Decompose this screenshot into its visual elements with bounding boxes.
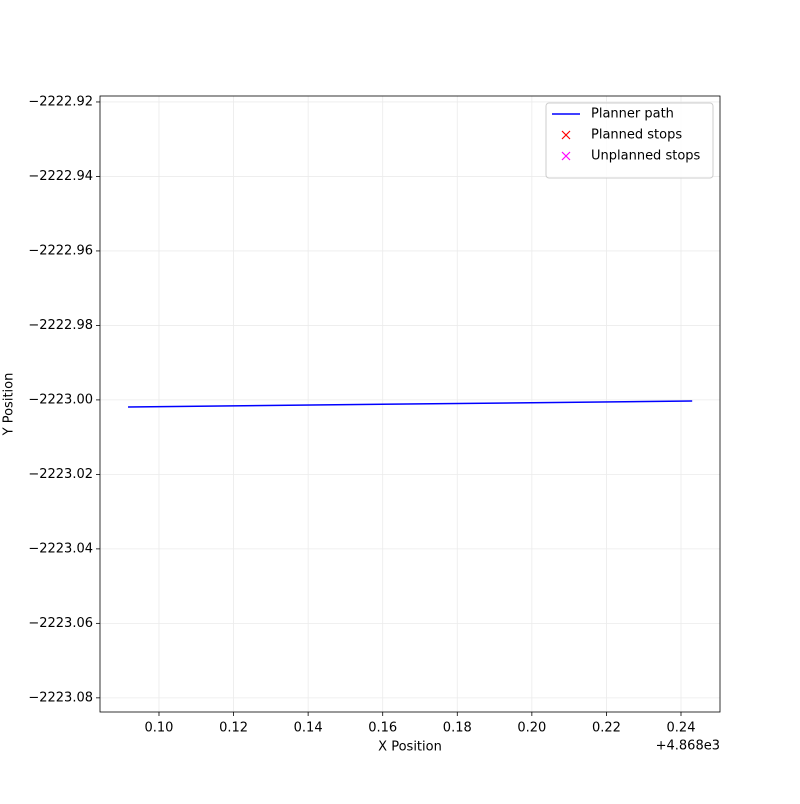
- x-tick-label: 0.14: [294, 721, 323, 736]
- legend-label: Planner path: [591, 107, 674, 122]
- plot-frame: [99, 95, 721, 713]
- y-tick-label: −2222.94: [28, 169, 93, 184]
- y-tick-label: −2223.06: [28, 616, 93, 631]
- y-tick-label: −2222.96: [28, 243, 93, 258]
- y-tick-label: −2222.98: [28, 318, 93, 333]
- y-tick-label: −2223.02: [28, 467, 93, 482]
- x-offset-label: +4.868e3: [656, 739, 720, 754]
- series-line: [128, 400, 693, 408]
- x-tick-label: 0.20: [517, 721, 546, 736]
- y-tick-label: −2222.92: [28, 94, 93, 109]
- x-tick-label: 0.10: [145, 721, 174, 736]
- legend-box: [545, 102, 714, 179]
- y-tick-label: −2223.04: [28, 541, 93, 556]
- y-axis-label: Y Position: [2, 373, 17, 437]
- y-tick-label: −2223.00: [28, 392, 93, 407]
- x-tick-label: 0.12: [219, 721, 248, 736]
- legend-swatch: [561, 130, 571, 140]
- y-tick-label: −2223.08: [28, 690, 93, 705]
- legend-swatch: [561, 151, 571, 161]
- x-tick-label: 0.24: [667, 721, 696, 736]
- x-axis-label: X Position: [378, 740, 442, 755]
- x-tick-label: 0.22: [592, 721, 621, 736]
- x-tick-label: 0.16: [368, 721, 397, 736]
- legend-label: Unplanned stops: [591, 149, 701, 164]
- x-tick-label: 0.18: [443, 721, 472, 736]
- legend-label: Planned stops: [591, 128, 682, 143]
- legend: Planner path Planned stops Unplanned stops: [545, 102, 714, 179]
